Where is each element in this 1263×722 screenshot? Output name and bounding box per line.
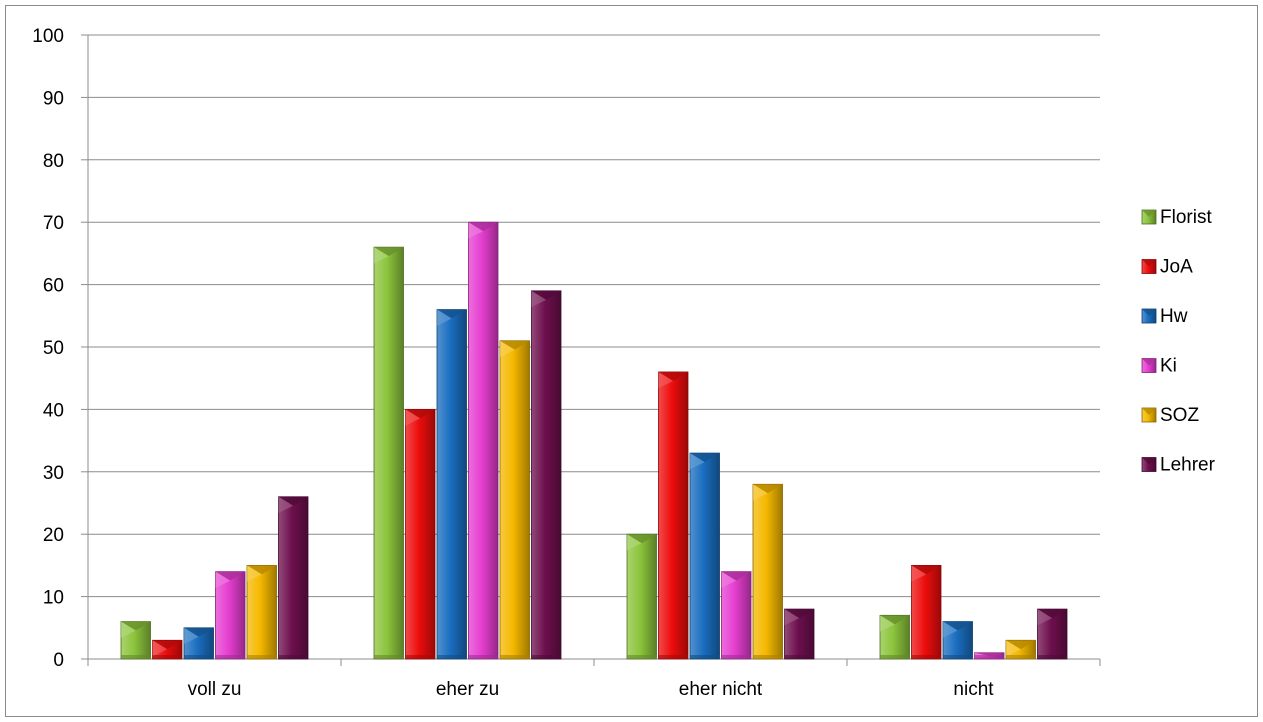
bar-florist-nicht xyxy=(879,614,910,660)
legend-label: JoA xyxy=(1160,257,1193,278)
y-tick-label: 90 xyxy=(43,88,64,109)
legend-label: SOZ xyxy=(1160,405,1199,426)
legend-item-hw: Hw xyxy=(1141,306,1188,327)
y-tick-label: 20 xyxy=(43,525,64,546)
legend-swatch xyxy=(1141,259,1157,274)
legend-label: Ki xyxy=(1160,356,1177,377)
bar-joa-voll-zu xyxy=(152,639,183,660)
bar-soz-voll-zu xyxy=(246,565,277,660)
y-tick-label: 50 xyxy=(43,338,64,359)
legend-item-ki: Ki xyxy=(1141,356,1177,377)
gridlines xyxy=(88,34,1100,660)
x-tick-labels: voll zu eher zu eher nicht nicht xyxy=(188,679,995,700)
legend-swatch xyxy=(1141,209,1157,225)
x-tick-label: nicht xyxy=(953,679,994,700)
y-tick-label: 30 xyxy=(43,463,64,484)
legend-label: Lehrer xyxy=(1160,455,1216,476)
bar-hw-eher-zu xyxy=(436,309,467,660)
legend-swatch xyxy=(1141,457,1157,472)
bar-ki-eher-zu xyxy=(468,221,499,660)
bar-joa-eher-zu xyxy=(405,408,436,660)
y-tick-label: 40 xyxy=(43,400,64,421)
legend-item-lehrer: Lehrer xyxy=(1141,455,1216,476)
y-tick-label: 60 xyxy=(43,276,64,297)
x-tick-label: eher nicht xyxy=(679,679,763,700)
bar-ki-nicht xyxy=(974,652,1005,660)
bar-lehrer-eher-zu xyxy=(531,290,562,660)
y-tick-label: 10 xyxy=(43,588,64,609)
bar-soz-eher-zu xyxy=(499,340,530,660)
bar-joa-nicht xyxy=(911,565,942,660)
legend-swatch xyxy=(1141,358,1157,373)
y-tick-labels: 0 10 20 30 40 50 60 70 80 90 100 xyxy=(32,26,64,671)
y-tick-label: 0 xyxy=(53,650,64,671)
bar-hw-eher-nicht xyxy=(689,452,720,660)
x-tick-label: voll zu xyxy=(188,679,242,700)
bar-lehrer-eher-nicht xyxy=(784,608,815,660)
bar-joa-eher-nicht xyxy=(658,371,689,660)
y-tick-label: 80 xyxy=(43,151,64,172)
bar-soz-nicht xyxy=(1005,639,1036,660)
y-tick-label: 100 xyxy=(32,26,64,47)
legend-item-florist: Florist xyxy=(1141,207,1212,228)
legend: Florist JoA Hw Ki SOZ Lehrer xyxy=(1141,207,1216,476)
bars xyxy=(120,221,1068,660)
bar-florist-eher-nicht xyxy=(626,533,657,660)
bar-hw-nicht xyxy=(942,621,973,660)
bar-ki-eher-nicht xyxy=(721,571,752,660)
y-tick-label: 70 xyxy=(43,213,64,234)
bar-florist-eher-zu xyxy=(373,246,404,660)
bar-hw-voll-zu xyxy=(183,627,214,660)
legend-swatch xyxy=(1141,308,1157,324)
bar-lehrer-voll-zu xyxy=(278,496,309,660)
legend-item-soz: SOZ xyxy=(1141,405,1199,426)
legend-label: Hw xyxy=(1160,306,1188,327)
bar-lehrer-nicht xyxy=(1037,608,1068,660)
legend-label: Florist xyxy=(1160,207,1212,228)
legend-item-joa: JoA xyxy=(1141,257,1193,278)
bar-soz-eher-nicht xyxy=(752,483,783,660)
bar-florist-voll-zu xyxy=(120,621,151,660)
bar-ki-voll-zu xyxy=(215,571,246,660)
legend-swatch xyxy=(1141,407,1157,423)
x-tick-label: eher zu xyxy=(436,679,499,700)
